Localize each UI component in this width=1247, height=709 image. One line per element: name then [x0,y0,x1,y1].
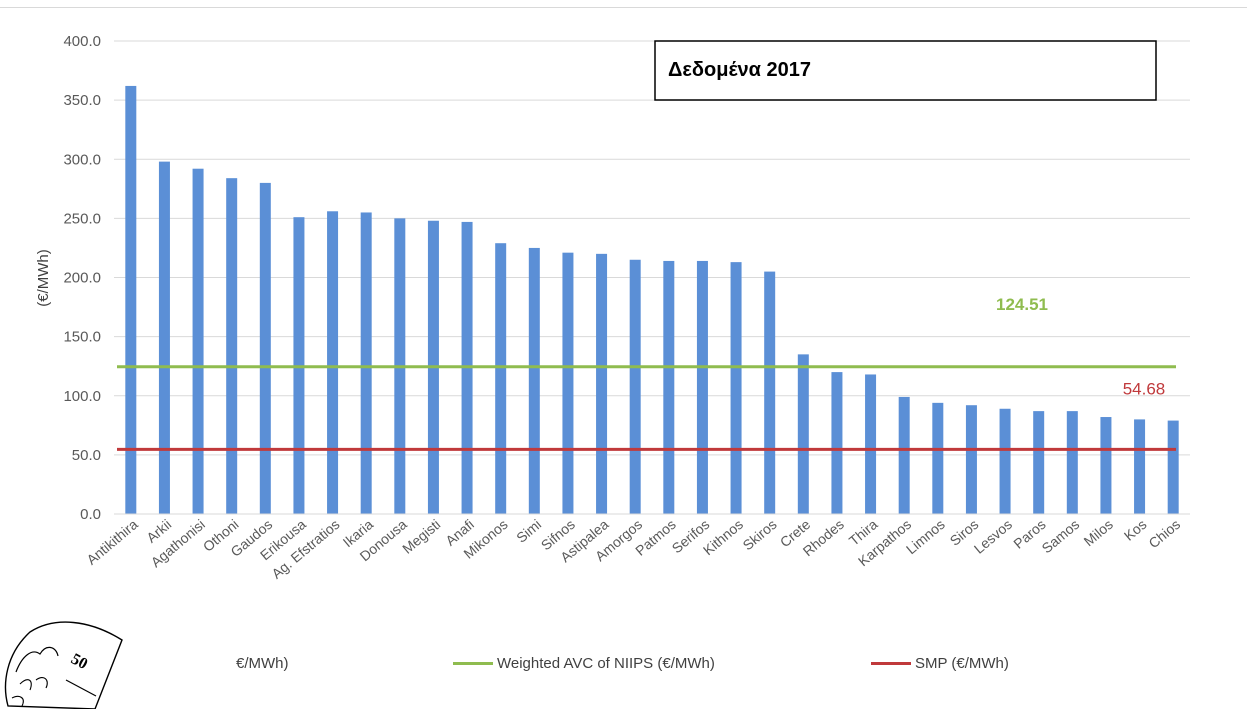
y-axis: 0.0 50.0 100.0 150.0 200.0 250.0 300.0 350.0 400… [63,33,101,523]
bar [528,247,540,514]
legend-label: Weighted AVC of NIIPS (€/MWh) [497,655,715,672]
bar [596,253,608,514]
x-tick-label: Limnos [903,516,948,557]
bar [495,243,507,514]
bar [965,405,977,514]
bar [764,271,776,514]
y-tick-label: 400.0 [63,33,101,50]
bar [158,161,170,515]
bar [562,252,574,515]
y-axis-label: (€/MWh) [35,249,52,307]
y-tick-label: 100.0 [63,388,101,405]
bar [125,85,137,514]
x-tick-label: Lesvos [971,516,1015,557]
bar [663,260,675,514]
y-tick-label: 300.0 [63,151,101,168]
bar [898,396,910,514]
bar-chart: 0.0 50.0 100.0 150.0 200.0 250.0 300.0 350.0 400… [35,33,1190,582]
bar [1066,411,1078,514]
x-tick-label: Chios [1145,516,1183,551]
legend-item-smp: SMP (€/MWh) [871,655,1009,672]
legend: €/MWh) Weighted AVC of NIIPS (€/MWh) SMP… [0,655,1247,679]
bar [797,354,809,514]
legend-swatch [453,662,493,665]
x-tick-label: Skiros [740,516,780,553]
y-tick-label: 150.0 [63,329,101,346]
bar [1033,411,1045,514]
reference-line-label: 54.68 [1123,379,1166,398]
x-tick-label: Milos [1081,516,1116,549]
x-tick-label: Samos [1039,516,1083,556]
legend-swatch [871,662,911,665]
bar [696,260,708,514]
title-box: Δεδομένα 2017 [654,40,1157,101]
y-tick-label: 0.0 [80,506,101,523]
x-tick-label: Megisti [399,516,443,557]
y-tick-label: 250.0 [63,210,101,227]
legend-item-weighted-avc: Weighted AVC of NIIPS (€/MWh) [453,655,715,672]
bar [226,178,238,515]
bar [192,168,204,514]
logo: 50 [4,621,123,709]
bar [1167,420,1179,514]
bar [1100,417,1112,514]
bar [730,262,742,514]
legend-label: €/MWh) [236,655,289,672]
gridlines [114,40,1190,515]
reference-line-label: 124.51 [996,295,1048,314]
bar [865,374,877,514]
y-tick-label: 50.0 [72,447,101,464]
bar [831,372,843,514]
bar [1134,419,1146,514]
x-axis: Antikithira ArkiiAgathonisiOthoniGaudosEr… [83,513,1190,582]
top-divider [0,7,1247,8]
chart-title: Δεδομένα 2017 [668,59,811,81]
bar [932,402,944,514]
bar [259,182,271,514]
legend-item-bars: €/MWh) [236,655,289,672]
reference-lines: 124.51 54.68 [117,295,1176,451]
bar [629,259,641,514]
y-tick-label: 350.0 [63,92,101,109]
x-tick-label: Antikithira [83,516,141,568]
bar [999,408,1011,514]
legend-label: SMP (€/MWh) [915,655,1009,672]
bar [360,212,372,514]
logo-text: 50 [68,651,90,674]
y-tick-label: 200.0 [63,270,101,287]
bar [327,211,339,514]
